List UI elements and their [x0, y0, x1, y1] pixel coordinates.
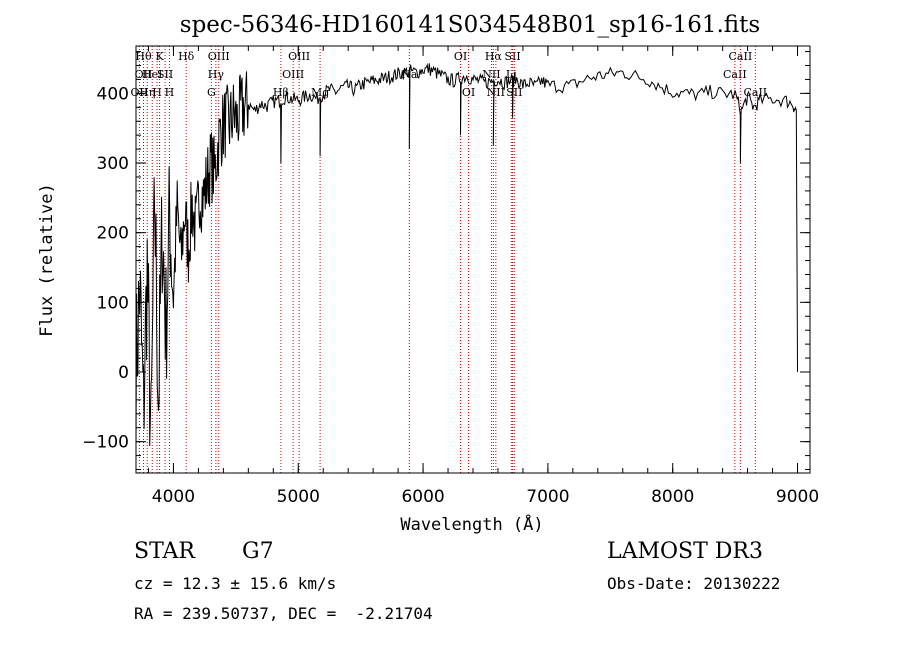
- x-tick-label: 8000: [651, 487, 694, 507]
- line-marker-label: SII: [157, 68, 173, 81]
- line-marker-label: Mg: [311, 86, 329, 99]
- line-marker-label: H: [165, 86, 175, 99]
- line-marker-label: Hα: [485, 50, 503, 63]
- y-tick-label: 300: [97, 154, 129, 174]
- redshift-readout: cz = 12.3 ± 15.6 km/s: [134, 574, 337, 593]
- line-marker-label: OIII: [208, 50, 230, 63]
- line-marker-label: Hγ: [208, 68, 225, 81]
- line-marker-label: Hθ: [135, 50, 152, 63]
- x-tick-label: 7000: [526, 487, 569, 507]
- object-subclass: G7: [242, 539, 274, 564]
- line-marker-label: Hη: [139, 86, 155, 99]
- line-marker-label: OI: [462, 86, 475, 99]
- plot-area: [135, 62, 798, 449]
- x-tick-label: 4000: [152, 487, 195, 507]
- line-marker-label: Hδ: [178, 50, 195, 63]
- line-marker-label: OI: [454, 50, 467, 63]
- y-tick-label: 0: [118, 363, 129, 383]
- chart-title: spec-56346-HD160141S034548B01_sp16-161.f…: [180, 12, 760, 38]
- y-tick-label: −100: [82, 433, 129, 453]
- coordinates-readout: RA = 239.50737, DEC = -2.21704: [134, 604, 433, 623]
- x-tick-label: 5000: [277, 487, 320, 507]
- x-tick-label: 6000: [401, 487, 444, 507]
- axes: 4000 5000 6000 7000 8000 9000 −100 0 100 200 300 40…: [82, 45, 819, 507]
- survey-name: LAMOST DR3: [607, 539, 763, 564]
- line-marker-label: K: [155, 50, 164, 63]
- line-marker-label: CaII: [729, 50, 753, 63]
- y-tick-label: 200: [97, 224, 129, 244]
- object-class: STAR: [134, 539, 195, 564]
- line-marker-label: OII: [135, 68, 153, 81]
- line-marker-label: NII: [487, 86, 505, 99]
- line-marker-label: H: [152, 86, 162, 99]
- x-axis-label: Wavelength (Å): [400, 513, 543, 535]
- line-marker-label: OIII: [288, 50, 310, 63]
- y-tick-label: 100: [97, 293, 129, 313]
- line-marker-label: Hβ: [273, 86, 289, 99]
- observation-date: Obs-Date: 20130222: [607, 574, 781, 593]
- line-marker-label: SII: [506, 86, 522, 99]
- line-marker-label: OIII: [282, 68, 304, 81]
- line-marker-label: SII: [504, 50, 520, 63]
- y-tick-label: 400: [97, 84, 129, 104]
- line-marker-label: G: [207, 86, 216, 99]
- line-marker-label: CaII: [723, 68, 747, 81]
- line-marker-label: HeI: [142, 68, 162, 81]
- x-tick-label: 9000: [776, 487, 819, 507]
- y-axis-label: Flux (relative): [37, 183, 57, 337]
- spectrum-line: [135, 62, 798, 449]
- line-marker-label: OII: [131, 86, 149, 99]
- line-marker-label: NII: [482, 68, 500, 81]
